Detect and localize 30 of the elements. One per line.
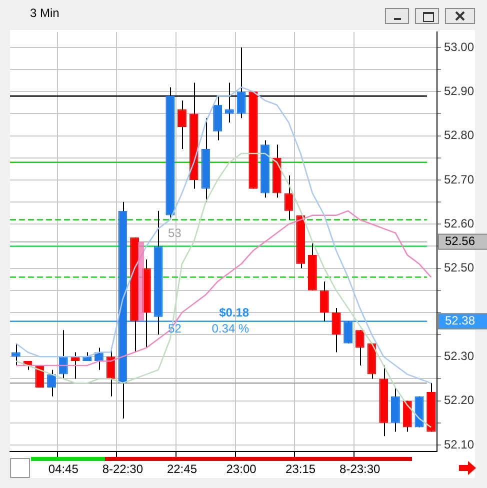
y-tick-label: 52.30 [444,348,474,363]
x-tick-label: 04:45 [48,462,79,476]
annotation: $0.18 [219,306,250,320]
candlestick [70,352,80,380]
y-tick-label: 52.20 [444,393,474,408]
annotation: 0.34 % [212,322,250,336]
y-tick-label: 52.60 [444,216,474,230]
candlestick [355,330,364,366]
annotation: 53 [168,226,182,240]
y-tick-label: 52.10 [444,437,474,452]
y-tick-label: 53.00 [444,40,474,54]
ref-line-label: 52.56 [444,234,476,248]
candlestick [178,100,186,150]
candlestick [320,281,329,322]
x-tick-label: 23:00 [226,462,257,476]
chart-title: 3 Min [30,6,60,20]
candlestick [284,175,294,220]
x-tick-label: 8-23:30 [340,462,381,476]
x-tick-label: 23:15 [286,462,316,476]
y-tick-label: 52.90 [444,84,474,98]
y-tick-label: 52.70 [444,172,474,186]
candlestick [58,330,68,380]
x-tick-label: 22:45 [166,462,198,476]
y-tick-label: 52.50 [444,260,474,275]
annotation: 52 [168,322,182,336]
candlestick [332,308,341,353]
candlestick [11,342,20,366]
y-tick-label: 52.80 [444,128,474,142]
ref-line-label: 52.38 [444,314,476,328]
x-tick-label: 8-22:30 [102,462,144,476]
